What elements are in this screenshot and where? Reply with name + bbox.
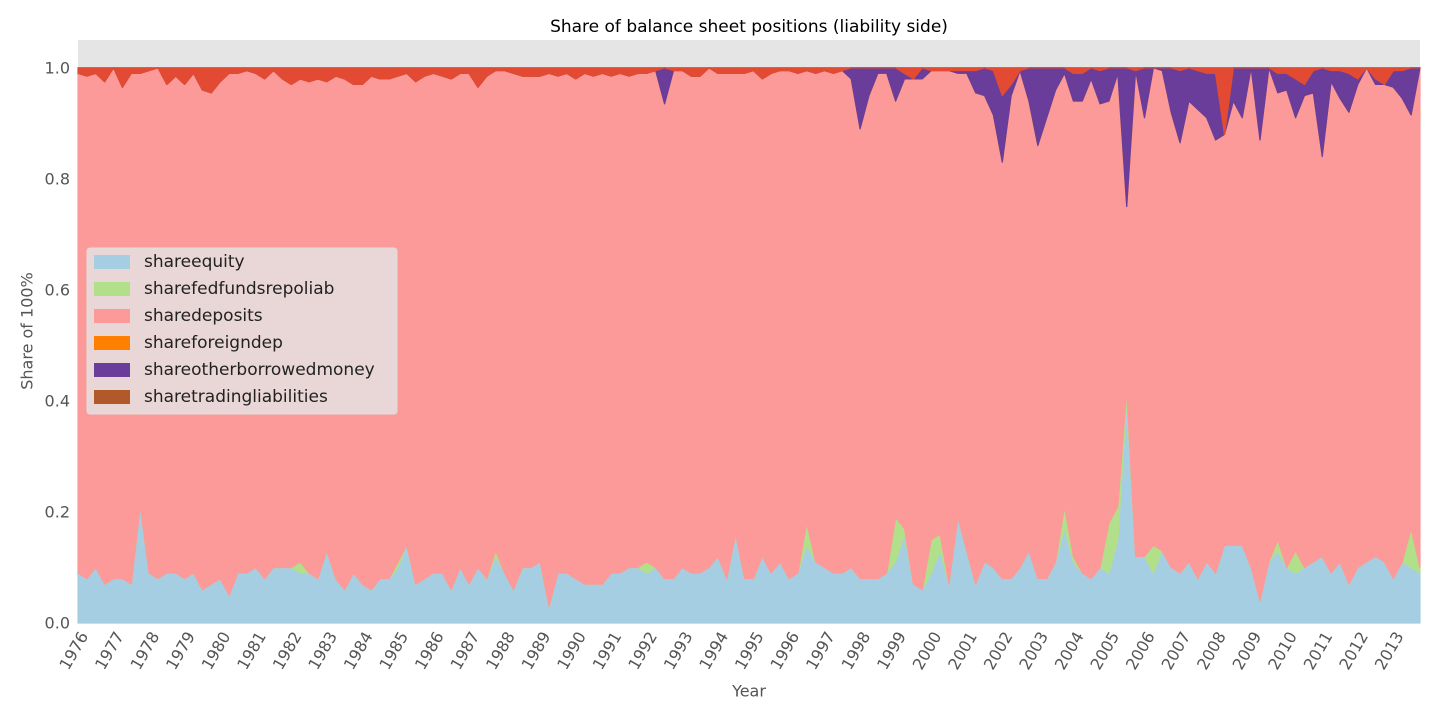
legend-label: shareotherborrowedmoney [144,360,375,380]
y-tick-label: 0.0 [45,614,70,633]
legend-swatch [94,390,130,404]
x-tick-label: 1997 [802,628,839,673]
x-tick-label: 1981 [233,628,270,673]
x-tick-label: 2008 [1193,628,1230,673]
x-tick-label: 1998 [838,628,875,673]
x-tick-label: 2011 [1300,628,1337,673]
legend-label: sharedeposits [144,306,263,326]
x-tick-label: 2001 [944,628,981,673]
x-tick-label: 1987 [446,628,483,673]
x-tick-label: 1985 [375,628,412,673]
x-tick-label: 2004 [1051,628,1088,673]
x-tick-label: 1983 [304,628,341,673]
x-tick-label: 2007 [1157,628,1194,673]
x-tick-label: 1989 [518,628,555,673]
y-tick-label: 1.0 [45,58,70,77]
x-tick-label: 1982 [269,628,306,673]
x-tick-label: 2009 [1229,628,1266,673]
legend-swatch [94,363,130,377]
x-tick-label: 1991 [589,628,626,673]
legend-label: sharefedfundsrepoliab [144,279,334,299]
x-tick-label: 1996 [766,628,803,673]
x-tick-label: 1978 [127,628,164,673]
x-tick-label: 1988 [482,628,519,673]
area [77,67,1421,135]
legend-swatch [94,309,130,323]
x-axis-label: Year [731,682,766,701]
legend-label: shareforeigndep [144,333,283,353]
x-tick-label: 1999 [873,628,910,673]
x-tick-label: 1986 [411,628,448,673]
x-tick-label: 2003 [1015,628,1052,673]
legend-label: sharetradingliabilities [144,387,328,407]
areas [77,67,1421,624]
x-tick-label: 2013 [1371,628,1408,673]
y-tick-label: 0.4 [45,391,70,410]
x-tick-label: 2005 [1086,628,1123,673]
legend-label: shareequity [144,252,245,272]
x-tick-label: 2000 [909,628,946,673]
x-tick-label: 1977 [91,628,128,673]
x-tick-label: 1993 [660,628,697,673]
x-tick-label: 1994 [695,628,732,673]
x-tick-label: 2010 [1264,628,1301,673]
x-tick-label: 2012 [1335,628,1372,673]
x-tick-label: 1984 [340,628,377,673]
x-tick-label: 1979 [162,628,199,673]
y-tick-label: 0.8 [45,169,70,188]
x-tick-label: 1992 [624,628,661,673]
y-tick-label: 0.2 [45,502,70,521]
legend-box [86,247,398,415]
x-tick-label: 2006 [1122,628,1159,673]
legend-swatch [94,336,130,350]
x-tick-label: 1976 [55,628,92,673]
legend-swatch [94,255,130,269]
x-tick-label: 1995 [731,628,768,673]
y-axis-label: Share of 100% [18,272,37,390]
chart-title: Share of balance sheet positions (liabil… [550,17,948,37]
legend-swatch [94,282,130,296]
x-tick-label: 2002 [980,628,1017,673]
legend: shareequity sharefedfundsrepoliab sharedep… [86,247,398,415]
y-tick-label: 0.6 [45,280,70,299]
x-tick-label: 1980 [198,628,235,673]
x-tick-label: 1990 [553,628,590,673]
